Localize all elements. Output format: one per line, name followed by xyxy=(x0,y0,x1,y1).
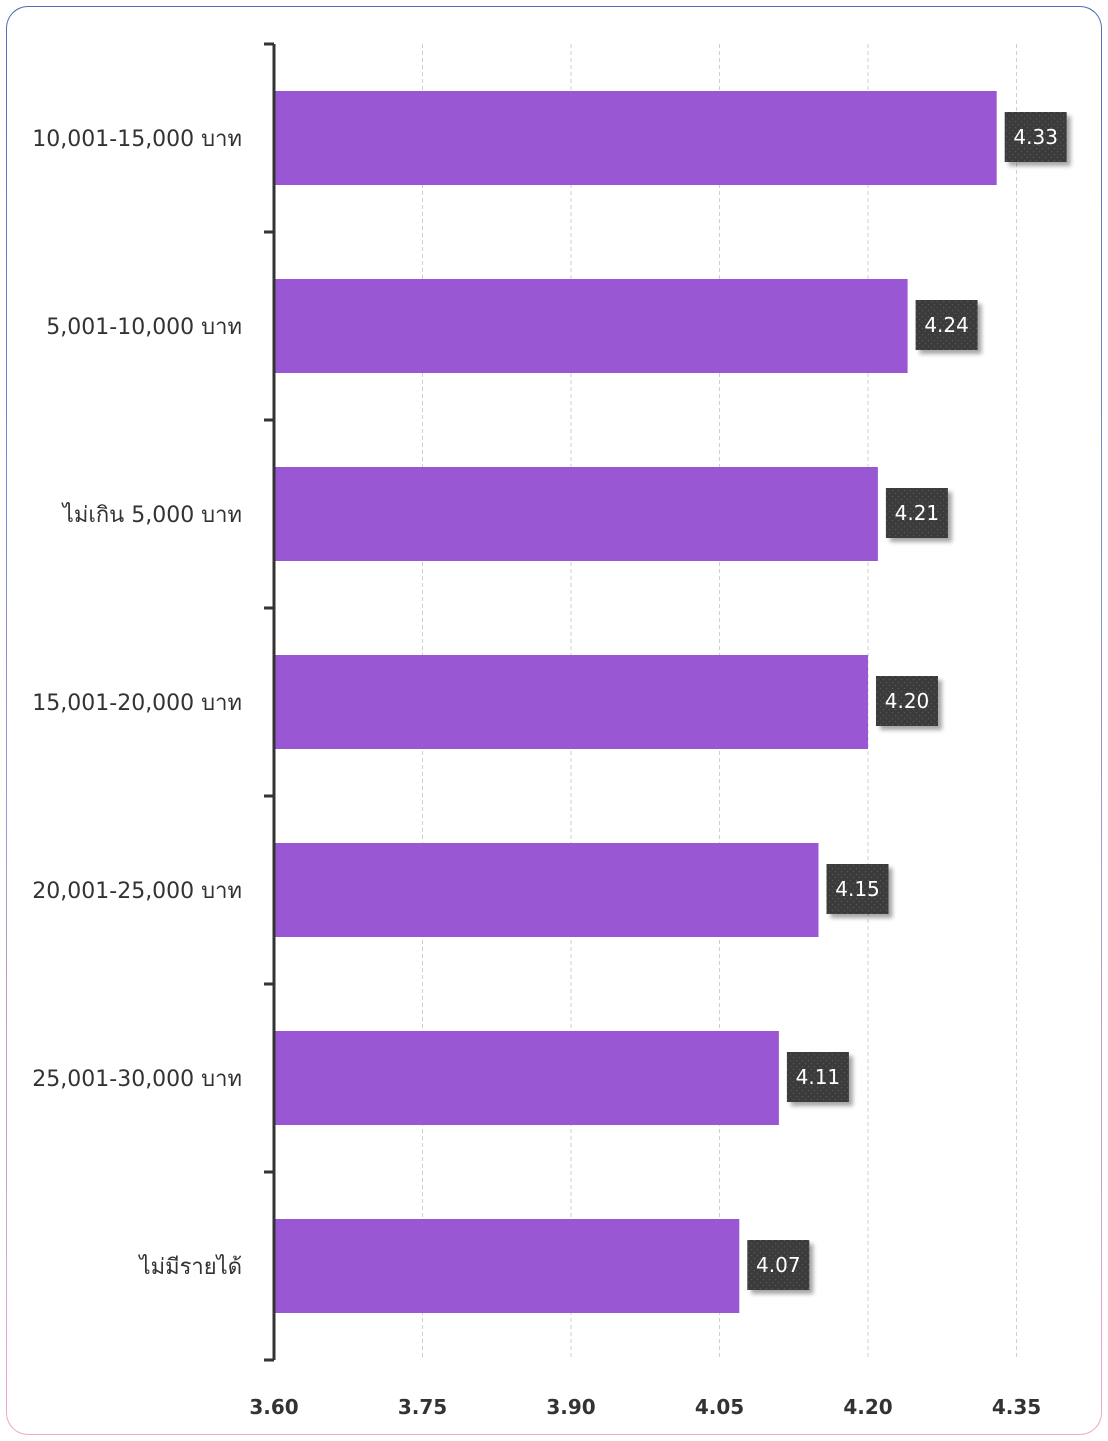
data-label-box xyxy=(885,488,948,538)
y-axis xyxy=(264,42,276,1362)
data-labels: 4.33 4.24 4.21 4.20 4.15 4.11 4.07 xyxy=(747,112,1067,1290)
bar xyxy=(275,655,868,749)
x-tick-label: 3.60 xyxy=(249,1395,298,1419)
data-label: 4.21 xyxy=(895,501,940,525)
data-label: 4.20 xyxy=(885,689,930,713)
bar xyxy=(275,843,819,937)
data-label-box xyxy=(826,864,889,914)
data-label: 4.33 xyxy=(1013,125,1058,149)
category-label: ไม่มีรายได้ xyxy=(138,1254,242,1280)
bar xyxy=(275,467,878,561)
data-label-box xyxy=(786,1052,849,1102)
bar xyxy=(275,1219,740,1313)
category-labels: 10,001-15,000 บาท 5,001-10,000 บาทไม่เกิน… xyxy=(32,127,242,1280)
bar xyxy=(275,91,997,185)
data-label: 4.15 xyxy=(835,877,880,901)
category-label: ไม่เกิน 5,000 บาท xyxy=(61,502,242,528)
data-label: 4.24 xyxy=(924,313,969,337)
x-tick-labels: 3.60 3.75 3.90 4.05 4.20 4.35 xyxy=(249,1395,1041,1419)
category-label: 5,001-10,000 บาท xyxy=(46,315,242,340)
x-tick-label: 4.35 xyxy=(992,1395,1041,1419)
data-label-box xyxy=(747,1240,810,1290)
x-tick-label: 4.20 xyxy=(843,1395,892,1419)
category-label: 25,001-30,000 บาท xyxy=(32,1067,242,1092)
x-tick-label: 3.90 xyxy=(546,1395,595,1419)
bar xyxy=(275,1031,779,1125)
category-label: 10,001-15,000 บาท xyxy=(32,127,242,152)
data-label-box xyxy=(876,676,938,726)
x-tick-label: 3.75 xyxy=(398,1395,447,1419)
category-label: 15,001-20,000 บาท xyxy=(32,691,242,716)
data-label: 4.11 xyxy=(796,1065,841,1089)
data-label-box xyxy=(1004,112,1067,162)
data-label: 4.07 xyxy=(756,1253,801,1277)
bars xyxy=(275,91,997,1313)
category-label: 20,001-25,000 บาท xyxy=(32,879,242,904)
x-tick-label: 4.05 xyxy=(695,1395,744,1419)
data-label-box xyxy=(915,300,978,350)
bar xyxy=(275,279,908,373)
